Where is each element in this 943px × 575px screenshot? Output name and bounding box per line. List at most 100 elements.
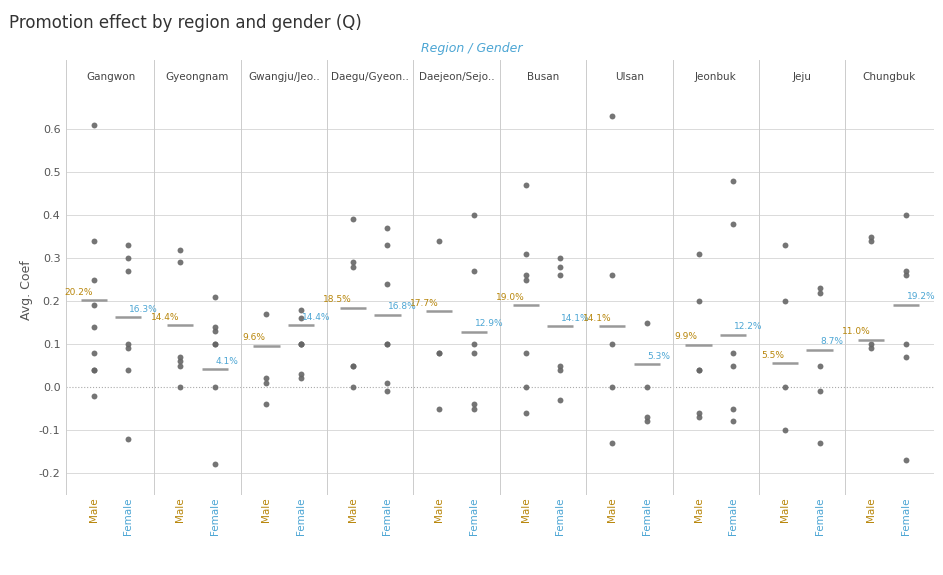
Point bbox=[207, 382, 223, 392]
Text: Ulsan: Ulsan bbox=[615, 72, 644, 82]
Point bbox=[86, 301, 101, 310]
Point bbox=[121, 365, 136, 374]
Text: 14.4%: 14.4% bbox=[302, 313, 330, 322]
Point bbox=[345, 258, 360, 267]
Point bbox=[259, 400, 274, 409]
Point bbox=[812, 288, 827, 297]
Point bbox=[639, 318, 654, 327]
Text: 14.1%: 14.1% bbox=[583, 314, 611, 323]
Point bbox=[777, 382, 792, 392]
Point bbox=[121, 434, 136, 443]
Point bbox=[467, 266, 482, 275]
Text: Jeonbuk: Jeonbuk bbox=[695, 72, 736, 82]
Point bbox=[432, 348, 447, 357]
Point bbox=[864, 339, 879, 348]
Point bbox=[121, 344, 136, 353]
Point bbox=[345, 361, 360, 370]
Point bbox=[173, 245, 188, 254]
Point bbox=[173, 352, 188, 362]
Point bbox=[293, 314, 308, 323]
Y-axis label: Avg. Coef: Avg. Coef bbox=[20, 260, 33, 320]
Point bbox=[207, 292, 223, 301]
Point bbox=[812, 361, 827, 370]
Point bbox=[293, 370, 308, 379]
Point bbox=[553, 271, 568, 280]
Point bbox=[380, 387, 395, 396]
Point bbox=[725, 219, 740, 228]
Text: Daejeon/Sejo..: Daejeon/Sejo.. bbox=[419, 72, 494, 82]
Text: Region / Gender: Region / Gender bbox=[421, 41, 522, 55]
Point bbox=[725, 176, 740, 185]
Point bbox=[293, 339, 308, 348]
Point bbox=[207, 339, 223, 348]
Text: Busan: Busan bbox=[527, 72, 559, 82]
Point bbox=[864, 232, 879, 242]
Point bbox=[207, 327, 223, 336]
Point bbox=[639, 412, 654, 421]
Point bbox=[691, 412, 706, 421]
Point bbox=[553, 365, 568, 374]
Point bbox=[518, 271, 533, 280]
Point bbox=[467, 339, 482, 348]
Point bbox=[173, 258, 188, 267]
Point bbox=[293, 339, 308, 348]
Point bbox=[864, 236, 879, 246]
Point bbox=[467, 210, 482, 220]
Point bbox=[518, 181, 533, 190]
Point bbox=[173, 382, 188, 392]
Point bbox=[604, 339, 620, 348]
Point bbox=[553, 396, 568, 405]
Text: 12.9%: 12.9% bbox=[474, 319, 504, 328]
Point bbox=[173, 356, 188, 366]
Point bbox=[86, 365, 101, 374]
Point bbox=[259, 374, 274, 383]
Point bbox=[812, 438, 827, 447]
Point bbox=[207, 339, 223, 348]
Point bbox=[899, 266, 914, 275]
Point bbox=[899, 455, 914, 465]
Text: Jeju: Jeju bbox=[793, 72, 812, 82]
Point bbox=[121, 339, 136, 348]
Point bbox=[86, 236, 101, 246]
Point bbox=[518, 249, 533, 258]
Point bbox=[691, 408, 706, 417]
Point bbox=[812, 283, 827, 293]
Point bbox=[899, 352, 914, 362]
Point bbox=[121, 254, 136, 263]
Text: Gyeongnam: Gyeongnam bbox=[166, 72, 229, 82]
Point bbox=[777, 297, 792, 306]
Point bbox=[207, 460, 223, 469]
Point bbox=[86, 348, 101, 357]
Point bbox=[725, 404, 740, 413]
Point bbox=[518, 348, 533, 357]
Point bbox=[604, 438, 620, 447]
Point bbox=[345, 262, 360, 271]
Point bbox=[86, 275, 101, 284]
Point bbox=[345, 382, 360, 392]
Point bbox=[207, 323, 223, 332]
Point bbox=[553, 254, 568, 263]
Text: 5.5%: 5.5% bbox=[761, 351, 785, 360]
Point bbox=[518, 275, 533, 284]
Point bbox=[259, 378, 274, 388]
Point bbox=[432, 404, 447, 413]
Point bbox=[293, 339, 308, 348]
Point bbox=[432, 236, 447, 246]
Point bbox=[380, 241, 395, 250]
Point bbox=[518, 382, 533, 392]
Point bbox=[553, 262, 568, 271]
Point bbox=[345, 215, 360, 224]
Text: 19.0%: 19.0% bbox=[496, 293, 525, 302]
Point bbox=[121, 241, 136, 250]
Point bbox=[86, 120, 101, 129]
Point bbox=[691, 365, 706, 374]
Point bbox=[691, 297, 706, 306]
Text: 8.7%: 8.7% bbox=[820, 338, 843, 346]
Point bbox=[899, 271, 914, 280]
Point bbox=[86, 391, 101, 400]
Point bbox=[467, 348, 482, 357]
Text: 18.5%: 18.5% bbox=[323, 295, 352, 304]
Point bbox=[777, 426, 792, 435]
Point bbox=[467, 404, 482, 413]
Point bbox=[293, 374, 308, 383]
